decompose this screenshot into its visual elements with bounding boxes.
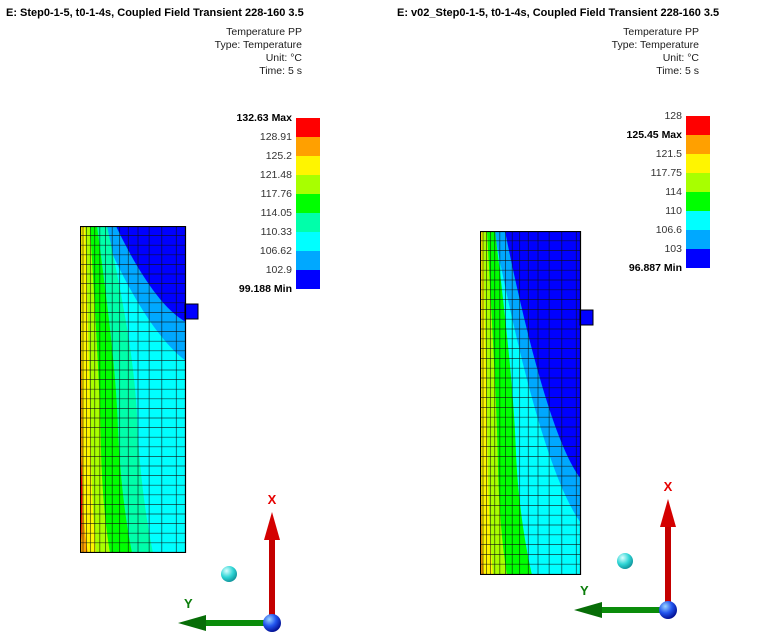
legend-label: 132.63 Max (236, 112, 292, 124)
legend-band (686, 192, 710, 211)
info-line: Time: 5 s (656, 65, 699, 77)
z-axis-origin-sphere (659, 601, 677, 619)
legend-band (296, 270, 320, 289)
legend-band (296, 194, 320, 213)
legend-labels-left: 132.63 Max 128.91 125.2 121.48 117.76 114.05 1… (150, 112, 292, 295)
coordinate-triad-left: X Y (178, 492, 281, 632)
legend-label: 125.45 Max (626, 129, 682, 141)
y-axis-arrow (200, 620, 272, 626)
info-line: Unit: °C (662, 52, 699, 64)
y-axis-label: Y (580, 583, 589, 598)
result-info-right: Temperature PP Type: Temperature Unit: °C T… (390, 26, 699, 78)
legend-band (686, 249, 710, 268)
legend-label: 117.75 (650, 167, 682, 179)
legend-band (686, 211, 710, 230)
legend-band (686, 230, 710, 249)
legend-label: 99.188 Min (238, 283, 292, 295)
x-axis-label: X (664, 479, 673, 494)
legend-label: 128.91 (259, 131, 292, 143)
body-tab-protrusion (184, 303, 199, 320)
legend-label: 121.48 (259, 169, 292, 181)
legend-label: 128 (664, 110, 682, 122)
legend-band (686, 154, 710, 173)
legend-label: 102.9 (265, 264, 292, 276)
mesh-body-left (80, 226, 199, 553)
legend-label: 103 (664, 243, 682, 255)
view-title-left: E: Step0-1-5, t0-1-4s, Coupled Field Tra… (6, 7, 304, 19)
cyan-sphere (617, 553, 633, 569)
legend-band (296, 213, 320, 232)
y-axis-arrowhead (574, 602, 602, 618)
coordinate-triad-right: X Y (574, 479, 677, 619)
legend-label: 110 (665, 205, 682, 217)
legend-band (296, 137, 320, 156)
legend-label: 106.6 (655, 224, 682, 236)
x-axis-arrowhead (264, 512, 280, 540)
z-axis-origin-sphere (263, 614, 281, 632)
legend-band (296, 232, 320, 251)
x-axis-arrow (665, 525, 671, 610)
legend-label: 121.5 (655, 148, 682, 160)
legend-label: 110.33 (260, 226, 292, 238)
y-axis-label: Y (184, 596, 193, 611)
y-axis-arrowhead (178, 615, 206, 631)
info-line: Type: Temperature (611, 39, 699, 51)
legend-band (686, 173, 710, 192)
info-line: Unit: °C (265, 52, 302, 64)
y-axis-arrow (596, 607, 668, 613)
legend-label: 114.05 (260, 207, 292, 219)
mesh-body-right (480, 231, 594, 575)
legend-band (296, 118, 320, 137)
legend-band (686, 116, 710, 135)
legend-label: 96.887 Min (628, 262, 682, 274)
info-line: Temperature PP (623, 26, 699, 38)
view-title-right: E: v02_Step0-1-5, t0-1-4s, Coupled Field… (397, 7, 720, 19)
body-tab-protrusion (579, 309, 594, 326)
legend-colorbar-right (686, 116, 710, 268)
legend-band (296, 175, 320, 194)
legend-labels-right: 128 125.45 Max 121.5 117.75 114 110 106.6 103 96… (540, 110, 682, 274)
legend-label: 125.2 (265, 150, 292, 162)
cyan-sphere (221, 566, 237, 582)
info-line: Time: 5 s (259, 65, 302, 77)
x-axis-label: X (268, 492, 277, 507)
legend-label: 106.62 (259, 245, 292, 257)
x-axis-arrow (269, 538, 275, 623)
info-line: Temperature PP (226, 26, 302, 38)
legend-band (296, 156, 320, 175)
legend-colorbar-left (296, 118, 320, 289)
legend-band (686, 135, 710, 154)
x-axis-arrowhead (660, 499, 676, 527)
info-line: Type: Temperature (214, 39, 302, 51)
legend-label: 117.76 (260, 188, 292, 200)
legend-band (296, 251, 320, 270)
result-info-left: Temperature PP Type: Temperature Unit: °C T… (0, 26, 302, 78)
legend-label: 114 (665, 186, 682, 198)
